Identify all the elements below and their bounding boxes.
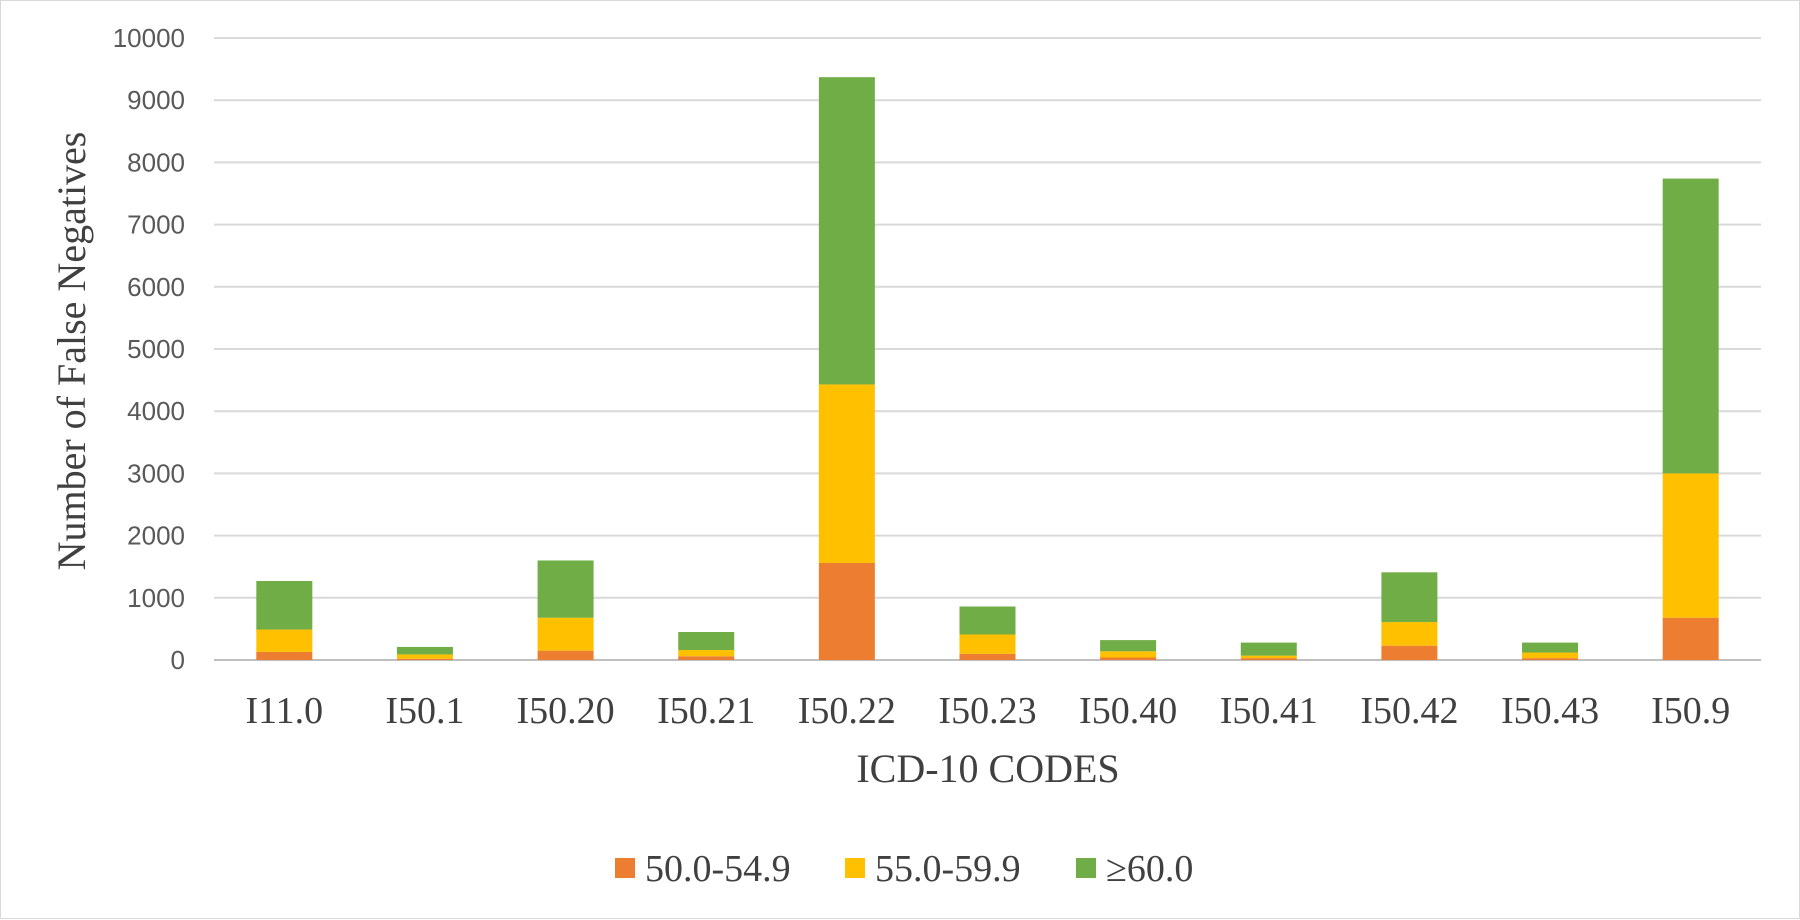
bar-segment-I50-40-series-1 bbox=[1100, 657, 1157, 660]
bar-segment-I50-21-series-2 bbox=[678, 650, 735, 657]
bar-segment-I50-20-series-1 bbox=[537, 650, 594, 660]
x-tick-label: I50.9 bbox=[1651, 690, 1730, 732]
y-axis-ticks: 0 1000 2000 3000 4000 5000 6000 7000 8000 9000 100… bbox=[113, 23, 185, 675]
bar-segment-I50-20-series-2 bbox=[537, 617, 594, 651]
x-tick-label: I50.43 bbox=[1501, 690, 1599, 732]
y-tick-label: 8000 bbox=[127, 147, 185, 177]
legend: 50.0-54.9 55.0-59.9 ≥60.0 bbox=[615, 848, 1193, 890]
bar-segment-I50-43-series-3 bbox=[1522, 642, 1579, 653]
bar-segment-I50-22-series-1 bbox=[818, 562, 875, 660]
y-tick-label: 2000 bbox=[127, 521, 185, 551]
bar-segment-I50-23-series-3 bbox=[959, 606, 1016, 635]
bar-segment-I50-9-series-3 bbox=[1662, 178, 1719, 474]
bar-segment-I50-1-series-1 bbox=[396, 658, 453, 660]
y-tick-label: 4000 bbox=[127, 396, 185, 426]
legend-label: 55.0-59.9 bbox=[875, 848, 1021, 890]
x-tick-label: I50.40 bbox=[1079, 690, 1177, 732]
x-tick-label: I50.23 bbox=[938, 690, 1036, 732]
bar-segment-I50-41-series-1 bbox=[1240, 658, 1297, 660]
bar-segment-I50-42-series-3 bbox=[1381, 572, 1438, 623]
bar-segment-I50-20-series-3 bbox=[537, 560, 594, 618]
x-tick-label: I50.1 bbox=[385, 690, 464, 732]
bar-segment-I11-0-series-3 bbox=[256, 581, 313, 630]
bar-segment-I50-43-series-1 bbox=[1522, 658, 1579, 660]
y-tick-label: 5000 bbox=[127, 334, 185, 364]
bars bbox=[256, 77, 1719, 660]
legend-swatch bbox=[615, 858, 635, 878]
legend-swatch bbox=[1076, 858, 1096, 878]
legend-swatch bbox=[845, 858, 865, 878]
y-tick-label: 1000 bbox=[127, 583, 185, 613]
bar-segment-I50-9-series-1 bbox=[1662, 617, 1719, 660]
bar-segment-I50-22-series-2 bbox=[818, 384, 875, 563]
bar-segment-I50-43-series-2 bbox=[1522, 652, 1579, 659]
bar-segment-I50-22-series-3 bbox=[818, 77, 875, 385]
y-tick-label: 6000 bbox=[127, 272, 185, 302]
y-tick-label: 9000 bbox=[127, 85, 185, 115]
bar-segment-I50-40-series-2 bbox=[1100, 651, 1157, 658]
bar-segment-I50-42-series-2 bbox=[1381, 622, 1438, 646]
bar-segment-I50-21-series-3 bbox=[678, 632, 735, 651]
x-tick-label: I50.42 bbox=[1360, 690, 1458, 732]
bar-segment-I50-23-series-1 bbox=[959, 653, 1016, 660]
x-tick-label: I11.0 bbox=[245, 690, 323, 732]
x-axis-title: ICD-10 CODES bbox=[856, 746, 1119, 791]
bar-segment-I50-9-series-2 bbox=[1662, 473, 1719, 618]
bar-segment-I50-41-series-3 bbox=[1240, 642, 1297, 656]
bar-segment-I50-1-series-3 bbox=[396, 646, 453, 655]
bar-segment-I11-0-series-1 bbox=[256, 651, 313, 660]
y-tick-label: 7000 bbox=[127, 210, 185, 240]
bar-segment-I50-21-series-1 bbox=[678, 656, 735, 660]
bar-segment-I11-0-series-2 bbox=[256, 629, 313, 652]
bar-segment-I50-23-series-2 bbox=[959, 634, 1016, 654]
bar-segment-I50-40-series-3 bbox=[1100, 640, 1157, 652]
x-tick-label: I50.41 bbox=[1220, 690, 1318, 732]
x-tick-label: I50.20 bbox=[517, 690, 615, 732]
y-tick-label: 0 bbox=[171, 645, 185, 675]
x-tick-label: I50.21 bbox=[657, 690, 755, 732]
bar-segment-I50-42-series-1 bbox=[1381, 645, 1438, 660]
x-axis-ticks: I11.0 I50.1 I50.20 I50.21 I50.22 I50.23 I50.40… bbox=[245, 690, 1730, 732]
gridlines bbox=[214, 37, 1761, 661]
x-tick-label: I50.22 bbox=[798, 690, 896, 732]
legend-label: ≥60.0 bbox=[1106, 848, 1193, 890]
bar-segment-I50-41-series-2 bbox=[1240, 655, 1297, 659]
y-tick-label: 3000 bbox=[127, 458, 185, 488]
bar-segment-I50-1-series-2 bbox=[396, 654, 453, 659]
legend-label: 50.0-54.9 bbox=[645, 848, 791, 890]
y-tick-label: 10000 bbox=[113, 23, 185, 53]
y-axis-title: Number of False Negatives bbox=[49, 132, 94, 571]
